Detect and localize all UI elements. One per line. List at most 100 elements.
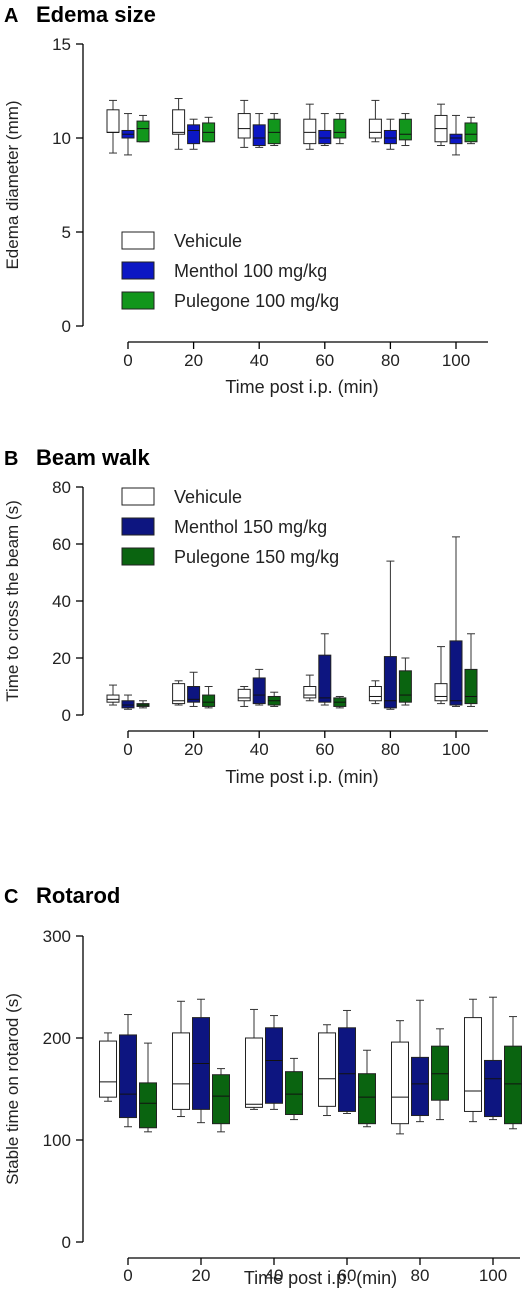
box-plot (449, 536, 463, 707)
box (411, 1056, 429, 1117)
box (464, 1017, 482, 1112)
x-tick-label: 20 (184, 740, 203, 759)
box (318, 129, 332, 145)
box-plot (252, 113, 266, 148)
box-plot (398, 657, 412, 706)
box-plot (464, 116, 478, 145)
box (121, 700, 135, 709)
box (285, 1071, 303, 1116)
box (303, 118, 317, 145)
x-axis-label: Time post i.p. (min) (225, 767, 378, 787)
box (252, 677, 266, 705)
box (267, 118, 281, 145)
box (265, 1027, 283, 1104)
box-plot (358, 1049, 376, 1128)
box (358, 1073, 376, 1125)
x-tick-label: 80 (411, 1266, 430, 1285)
legend-swatch (121, 261, 155, 280)
legend-label: Vehicule (174, 487, 242, 507)
box (383, 129, 397, 145)
box (504, 1045, 522, 1125)
box-plot (391, 1020, 409, 1135)
box-plot (285, 1057, 303, 1121)
x-tick-label: 100 (479, 1266, 507, 1285)
box (119, 1034, 137, 1119)
box-plot (265, 1015, 283, 1110)
box-plot (333, 113, 347, 145)
x-tick-label: 60 (338, 1266, 357, 1285)
box (106, 694, 120, 703)
box-plot (106, 99, 120, 154)
y-axis-label: Time to cross the beam (s) (3, 500, 22, 702)
box (484, 1059, 502, 1118)
x-tick-label: 60 (315, 740, 334, 759)
chart-beam-walk: 0 20 40 60 80 Time to cross the beam (s) 0 20 40… (3, 478, 488, 787)
panel-letter: C (4, 886, 19, 908)
box-plot (267, 691, 281, 707)
y-axis-label: Edema diameter (mm) (3, 100, 22, 269)
box-plot (318, 113, 332, 147)
chart-edema-size: 0 5 10 15 Edema diameter (mm) 0 20 40 60 80 100 Tim… (3, 35, 488, 397)
x-tick-label: 60 (315, 351, 334, 370)
panel-letter: B (4, 448, 19, 470)
box (303, 686, 317, 699)
box-plot (136, 700, 150, 709)
box-plot (192, 998, 210, 1124)
y-tick-label: 60 (52, 535, 71, 554)
legend-swatch (121, 231, 155, 250)
chart-title: Edema size (36, 2, 156, 27)
y-tick-label: 20 (52, 649, 71, 668)
box (202, 694, 216, 707)
y-tick-label: 0 (62, 317, 71, 336)
y-tick-label: 300 (43, 927, 71, 946)
box (187, 686, 201, 703)
x-axis-label: Time post i.p. (min) (225, 377, 378, 397)
box (333, 118, 347, 139)
legend-label: Pulegone 100 mg/kg (174, 291, 339, 311)
box-plot (303, 674, 317, 702)
box (212, 1074, 230, 1125)
box (464, 668, 478, 705)
box (431, 1045, 449, 1101)
x-axis-label: Time post i.p. (min) (244, 1268, 397, 1288)
box-plot (464, 633, 478, 707)
legend-label: Menthol 150 mg/kg (174, 517, 327, 537)
box (383, 656, 397, 709)
box-plot (434, 646, 448, 705)
box (391, 1041, 409, 1125)
box-plot (245, 1008, 263, 1110)
x-tick-label: 0 (123, 351, 132, 370)
box (318, 654, 332, 703)
x-tick-label: 80 (381, 351, 400, 370)
x-tick-label: 0 (123, 740, 132, 759)
box (464, 122, 478, 143)
chart-rotarod: 0 100 200 300 Stable time on rotarod (s) 0 20 4… (3, 927, 522, 1288)
box (245, 1037, 263, 1108)
box-plot (106, 684, 120, 706)
box-plot (119, 1014, 137, 1128)
box-plot (202, 116, 216, 143)
box (172, 1032, 190, 1110)
box-plot (411, 999, 429, 1123)
box-plot (187, 118, 201, 150)
legend-label: Menthol 100 mg/kg (174, 261, 327, 281)
box (106, 109, 120, 133)
box (434, 683, 448, 702)
panel-a: A Edema size 0 5 10 15 Edema diameter (mm) 0 2… (0, 0, 526, 405)
box-plot (464, 998, 482, 1123)
y-tick-label: 5 (62, 223, 71, 242)
box-plot (172, 1000, 190, 1118)
x-tick-label: 80 (381, 740, 400, 759)
box (398, 670, 412, 703)
box-plot (398, 113, 412, 147)
y-tick-label: 100 (43, 1131, 71, 1150)
box-plot (303, 103, 317, 150)
chart-title: Rotarod (36, 883, 121, 908)
box (187, 124, 201, 145)
box (99, 1040, 117, 1098)
box-plot (139, 1042, 157, 1133)
box-plot (172, 680, 186, 706)
box-plot (99, 1032, 117, 1102)
box-plot (383, 118, 397, 150)
box-plot (237, 686, 251, 707)
